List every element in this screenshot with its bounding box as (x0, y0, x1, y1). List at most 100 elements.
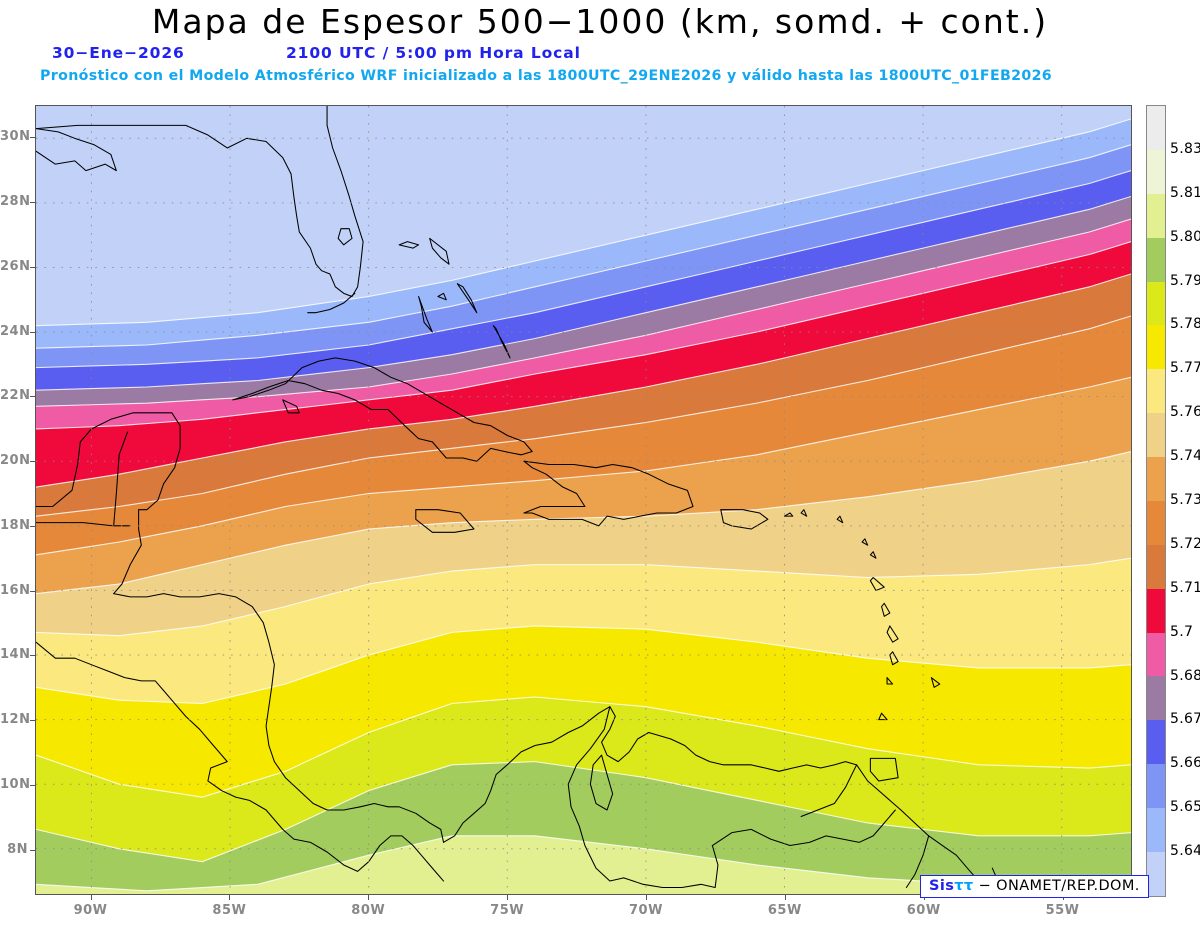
x-axis-label: 80W (351, 903, 386, 918)
x-axis-label: 55W (1045, 903, 1080, 918)
colorbar-band[interactable] (1147, 413, 1165, 457)
colorbar-tick-label: 5.7 (1170, 623, 1194, 640)
coastline-segment (567, 706, 625, 882)
coastline-segment (886, 625, 899, 643)
y-axis-tick (30, 590, 35, 592)
page-title: Mapa de Espesor 500−1000 (km, somd. + co… (151, 2, 1049, 41)
y-axis-tick (30, 331, 35, 333)
attribution-badge: Sisττ − ONAMET/REP.DOM. (920, 875, 1149, 898)
x-axis-tick (784, 895, 786, 900)
coastline-segment (290, 106, 364, 298)
colorbar-tick-label: 5.76 (1170, 404, 1200, 421)
coastline-segment (589, 754, 614, 811)
colorbar-band[interactable] (1147, 500, 1165, 545)
coastlines (36, 106, 1002, 894)
y-axis-tick (30, 202, 35, 204)
colorbar-band[interactable] (1147, 237, 1165, 282)
logo-org-text: − ONAMET/REP.DOM. (978, 878, 1140, 894)
coastline-segment (113, 431, 128, 527)
coastline-segment (711, 809, 896, 847)
contour-line (36, 376, 1131, 556)
colorbar-tick-label: 5.748 (1170, 448, 1200, 465)
coastline-segment (878, 712, 888, 721)
coastline-segment (415, 509, 475, 533)
contour-line (36, 450, 1131, 595)
colorbar-tick-label: 5.831 (1170, 140, 1200, 157)
x-axis-label: 65W (767, 903, 802, 918)
contour-line (36, 557, 1131, 637)
y-axis-label: 24N (0, 323, 31, 339)
coastline-segment (881, 602, 891, 617)
colorbar-band[interactable] (1147, 457, 1165, 501)
x-axis-tick (90, 895, 92, 900)
x-axis-tick (368, 895, 370, 900)
x-axis-label: 85W (212, 903, 247, 918)
coastline-segment (800, 764, 858, 818)
coastline-segment (437, 292, 447, 301)
contour-bands (36, 118, 1131, 894)
colorbar-band[interactable] (1147, 149, 1165, 194)
coastline-segment (905, 835, 930, 889)
colorbar-band[interactable] (1147, 764, 1165, 808)
y-axis-label: 16N (0, 582, 31, 598)
coastline-segment (418, 295, 433, 333)
y-axis-label: 10N (0, 776, 31, 792)
colorbar-band[interactable] (1147, 106, 1165, 150)
x-axis-tick (645, 895, 647, 900)
coastline-segment (307, 292, 356, 314)
colorbar-band[interactable] (1147, 632, 1165, 677)
y-axis-label: 20N (0, 453, 31, 469)
y-axis-tick (30, 525, 35, 527)
subtitle-row: 30−Ene−2026 2100 UTC / 5:00 pm Hora Loca… (0, 44, 1200, 66)
colorbar[interactable] (1146, 105, 1166, 897)
colorbar-tick-label: 5.783 (1170, 316, 1200, 333)
x-axis-tick (229, 895, 231, 900)
coastline-segment (783, 512, 794, 517)
contour-line (36, 144, 1131, 349)
colorbar-tick-label: 5.64 (1170, 843, 1200, 860)
colorbar-band[interactable] (1147, 325, 1165, 370)
forecast-model-note: Pronóstico con el Modelo Atmosférico WRF… (40, 68, 1053, 84)
x-axis-tick (507, 895, 509, 900)
y-axis-label: 26N (0, 258, 31, 274)
colorbar-band[interactable] (1147, 720, 1165, 765)
colorbar-tick-label: 5.652 (1170, 799, 1200, 816)
colorbar-band[interactable] (1147, 544, 1165, 589)
contour-line (36, 241, 1131, 430)
coastline-segment (398, 241, 420, 249)
colorbar-tick-label: 5.795 (1170, 272, 1200, 289)
y-axis-tick (30, 720, 35, 722)
coastline-segment (36, 412, 181, 595)
colorbar-band[interactable] (1147, 369, 1165, 414)
y-axis-label: 30N (0, 129, 31, 145)
colorbar-band[interactable] (1147, 281, 1165, 326)
coastline-segment (36, 124, 292, 175)
y-axis-label: 22N (0, 388, 31, 404)
coastline-segment (623, 844, 719, 889)
colorbar-tick-label: 5.819 (1170, 184, 1200, 201)
y-axis-label: 12N (0, 712, 31, 728)
colorbar-band[interactable] (1147, 588, 1165, 633)
colorbar-band[interactable] (1147, 808, 1165, 852)
coastline-segment (456, 283, 478, 314)
y-axis-tick (30, 137, 35, 139)
colorbar-band[interactable] (1147, 676, 1165, 721)
contour-line (36, 195, 1131, 391)
y-axis-label: 8N (7, 841, 28, 857)
x-axis-label: 70W (629, 903, 663, 918)
contour-band (36, 761, 1131, 894)
y-axis-tick (30, 784, 35, 786)
map-plot-area[interactable] (35, 105, 1132, 895)
y-axis-tick (30, 266, 35, 268)
colorbar-tick-label: 5.724 (1170, 535, 1200, 552)
coastline-segment (889, 651, 899, 666)
colorbar-band[interactable] (1147, 851, 1165, 896)
coastline-segment (36, 641, 445, 882)
colorbar-tick-label: 5.807 (1170, 228, 1200, 245)
y-axis-label: 14N (0, 647, 31, 663)
coastline-segment (282, 399, 300, 414)
contour-line (36, 761, 1131, 863)
coastline-segment (443, 706, 1002, 894)
colorbar-band[interactable] (1147, 193, 1165, 238)
